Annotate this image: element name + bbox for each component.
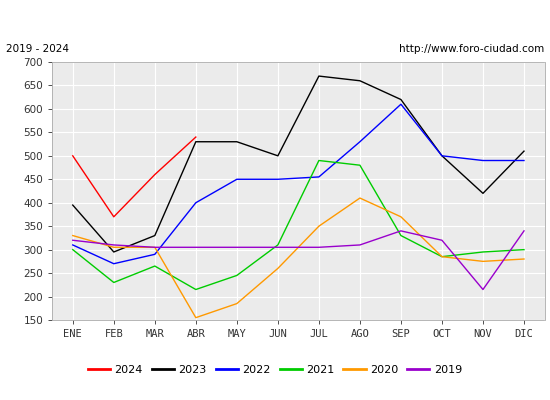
Text: http://www.foro-ciudad.com: http://www.foro-ciudad.com <box>399 44 544 54</box>
Legend: 2024, 2023, 2022, 2021, 2020, 2019: 2024, 2023, 2022, 2021, 2020, 2019 <box>84 360 466 380</box>
Text: Evolucion Nº Turistas Extranjeros en el municipio de Valdemorillo: Evolucion Nº Turistas Extranjeros en el … <box>36 10 514 26</box>
Text: 2019 - 2024: 2019 - 2024 <box>6 44 69 54</box>
